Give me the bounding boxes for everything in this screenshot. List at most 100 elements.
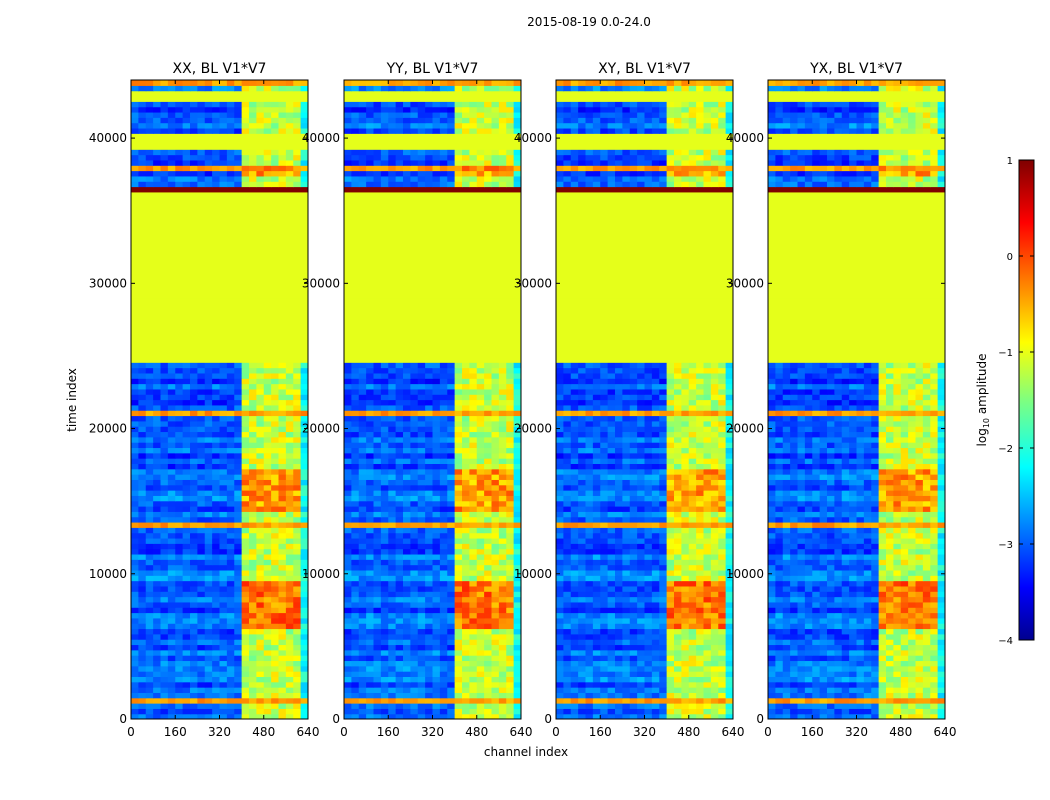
heatmap-cell — [462, 521, 470, 528]
heatmap-cell — [447, 628, 456, 635]
heatmap-cell — [358, 436, 367, 443]
heatmap-cell — [513, 484, 521, 491]
heatmap-cell — [417, 436, 426, 443]
heatmap-cell — [592, 660, 601, 667]
heatmap-cell — [160, 159, 169, 166]
heatmap-cell — [182, 649, 191, 656]
heatmap-cell — [226, 378, 235, 385]
heatmap-cell — [556, 532, 564, 539]
heatmap-cell — [175, 639, 184, 646]
heatmap-cell — [439, 644, 448, 651]
heatmap-cell — [484, 452, 493, 459]
heatmap-cell — [351, 111, 360, 118]
heatmap-cell — [388, 511, 397, 518]
heatmap-cell — [403, 165, 411, 172]
heatmap-cell — [403, 410, 411, 417]
heatmap-cell — [249, 474, 257, 480]
heatmap-cell — [190, 692, 198, 699]
heatmap-cell — [417, 607, 426, 614]
heatmap-cell — [476, 80, 485, 86]
heatmap-cell — [167, 362, 176, 369]
heatmap-cell — [403, 117, 411, 124]
heatmap-cell — [263, 458, 272, 464]
heatmap-cell — [491, 521, 500, 528]
heatmap-cell — [484, 671, 493, 677]
heatmap-cell — [439, 410, 448, 417]
heatmap-row — [131, 229, 308, 236]
heatmap-cell — [153, 399, 162, 406]
heatmap-cell — [271, 569, 280, 576]
heatmap-cell — [234, 463, 243, 470]
heatmap-cell — [659, 617, 668, 624]
heatmap-cell — [278, 649, 287, 656]
heatmap-cell — [285, 388, 294, 395]
heatmap-cell — [462, 388, 470, 395]
heatmap-cell — [293, 521, 302, 528]
heatmap-cell — [256, 452, 265, 459]
heatmap-cell — [153, 165, 162, 172]
heatmap-cell — [637, 521, 646, 528]
heatmap-cell — [145, 623, 154, 630]
heatmap-cell — [278, 548, 287, 555]
heatmap-cell — [212, 122, 221, 129]
heatmap-cell — [271, 447, 280, 454]
heatmap-cell — [513, 410, 521, 417]
heatmap-cell — [622, 575, 631, 582]
heatmap-cell — [556, 548, 564, 555]
heatmap-cell — [219, 458, 228, 464]
heatmap-cell — [703, 559, 712, 566]
heatmap-cell — [182, 697, 191, 704]
heatmap-cell — [366, 431, 375, 438]
heatmap-cell — [578, 580, 587, 587]
heatmap-cell — [145, 564, 154, 571]
heatmap-cell — [344, 506, 352, 512]
heatmap-cell — [622, 671, 631, 677]
heatmap-cell — [425, 101, 434, 108]
heatmap-cell — [491, 399, 500, 406]
heatmap-cell — [226, 463, 235, 470]
heatmap-cell — [607, 681, 616, 688]
heatmap-cell — [204, 585, 213, 592]
heatmap-cell — [674, 601, 682, 608]
heatmap-row — [344, 197, 521, 204]
heatmap-cell — [358, 644, 367, 651]
heatmap-cell — [462, 676, 470, 683]
heatmap-cell — [432, 399, 441, 406]
heatmap-cell — [263, 553, 272, 560]
heatmap-cell — [491, 617, 500, 624]
heatmap-cell — [249, 85, 257, 92]
heatmap-cell — [607, 644, 616, 651]
heatmap-cell — [234, 660, 243, 667]
heatmap-cell — [454, 585, 463, 592]
heatmap-cell — [688, 660, 697, 667]
heatmap-cell — [351, 585, 360, 592]
heatmap-cell — [249, 426, 257, 433]
heatmap-cell — [447, 458, 456, 464]
heatmap-cell — [469, 367, 478, 374]
heatmap-cell — [300, 410, 308, 417]
heatmap-cell — [212, 537, 221, 544]
heatmap-cell — [278, 607, 287, 614]
heatmap-cell — [167, 532, 176, 539]
heatmap-cell — [666, 564, 675, 571]
heatmap-cell — [145, 463, 154, 470]
heatmap-cell — [293, 607, 302, 614]
heatmap-cell — [263, 426, 272, 433]
heatmap-cell — [278, 165, 287, 172]
heatmap-cell — [491, 372, 500, 379]
heatmap-cell — [513, 111, 521, 118]
heatmap-row — [131, 303, 308, 310]
heatmap-cell — [344, 101, 352, 108]
heatmap-cell — [417, 596, 426, 603]
heatmap-cell — [563, 553, 572, 560]
heatmap-cell — [293, 713, 302, 719]
heatmap-cell — [249, 165, 257, 172]
heatmap-cell — [175, 170, 184, 177]
heatmap-cell — [615, 708, 623, 715]
heatmap-cell — [651, 537, 660, 544]
heatmap-cell — [484, 511, 493, 518]
heatmap-cell — [491, 500, 500, 507]
heatmap-cell — [592, 713, 601, 719]
heatmap-cell — [153, 420, 162, 427]
heatmap-cell — [615, 703, 623, 709]
